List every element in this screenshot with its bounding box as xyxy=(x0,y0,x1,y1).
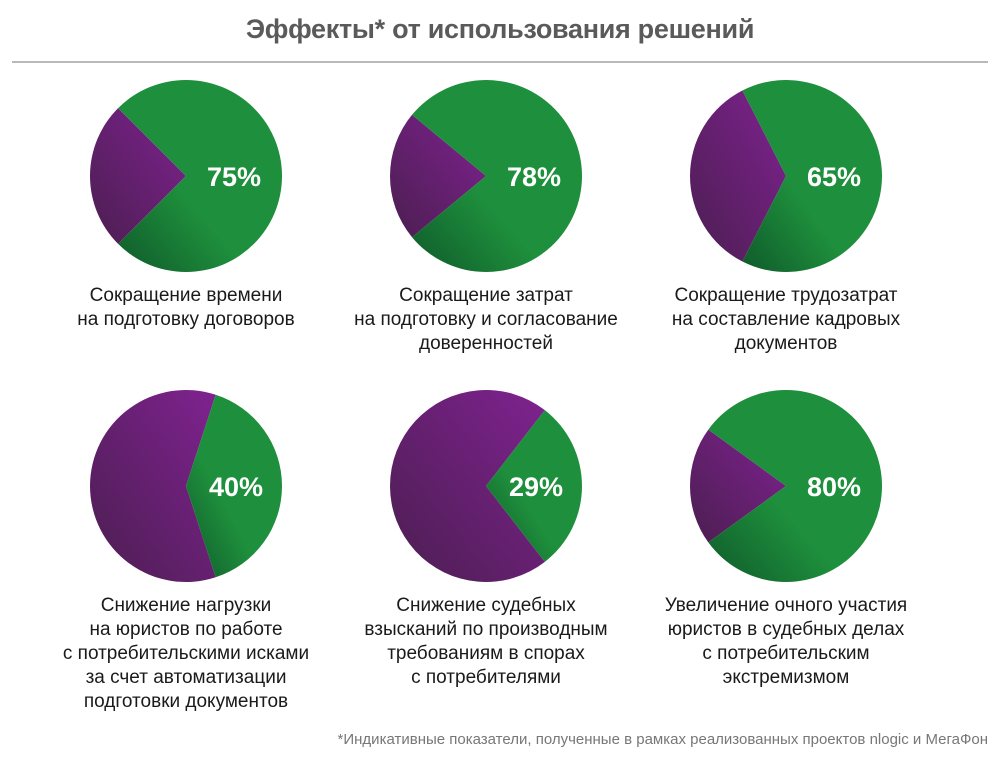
pie-slice-green xyxy=(118,80,283,273)
pie-value-label: 29% xyxy=(509,472,563,502)
pie-chart: 75% xyxy=(90,80,283,273)
footnote: *Индикативные показатели, полученные в р… xyxy=(337,731,988,748)
pie-slice-purple xyxy=(390,114,486,238)
pie-slice-green xyxy=(708,390,882,582)
pie-slice-purple xyxy=(389,390,545,582)
chart-caption: Сокращение затрат на подготовку и соглас… xyxy=(354,285,618,354)
chart-caption: Сокращение трудозатрат на составление ка… xyxy=(671,285,901,354)
pie-value-label: 65% xyxy=(807,162,861,192)
pie-slice-purple xyxy=(90,108,186,244)
pie-chart: 40% xyxy=(90,390,282,582)
chart-caption: Снижение судебных взысканий по производн… xyxy=(364,595,608,688)
page-title: Эффекты* от использования решений xyxy=(245,14,755,44)
pie-chart: 80% xyxy=(689,390,882,582)
pie-value-label: 40% xyxy=(209,472,263,502)
chart-card-1: 75% Сокращение времени на подготовку дого… xyxy=(26,76,346,332)
chart-card-3: 65% Сокращение трудозатрат на составление… xyxy=(626,76,946,356)
pie-chart: 78% xyxy=(390,80,583,273)
pie-chart: 29% xyxy=(389,390,582,582)
chart-caption: Снижение нагрузки на юристов по работе с… xyxy=(62,595,310,712)
chart-card-4: 40% Снижение нагрузки на юристов по работ… xyxy=(26,386,346,714)
pie-slice-green xyxy=(486,410,582,562)
pie-slice-purple xyxy=(90,390,216,582)
chart-card-5: 29% Снижение судебных взысканий по произв… xyxy=(326,386,646,690)
pie-slice-green xyxy=(186,394,282,578)
title-divider xyxy=(12,61,988,63)
chart-card-2: 78% Сокращение затрат на подготовку и сог… xyxy=(326,76,646,356)
pie-slice-purple xyxy=(689,429,786,543)
pie-slice-green xyxy=(412,80,583,273)
pie-value-label: 78% xyxy=(507,162,561,192)
pie-value-label: 80% xyxy=(807,472,861,502)
pie-chart: 65% xyxy=(689,80,882,272)
chart-card-6: 80% Увеличение очного участия юристов в с… xyxy=(626,386,946,690)
chart-caption: Увеличение очного участия юристов в суде… xyxy=(664,595,908,688)
pie-slice-purple xyxy=(689,90,786,262)
pie-value-label: 75% xyxy=(207,162,261,192)
pie-slice-green xyxy=(742,80,882,272)
chart-caption: Сокращение времени на подготовку договор… xyxy=(77,285,295,330)
